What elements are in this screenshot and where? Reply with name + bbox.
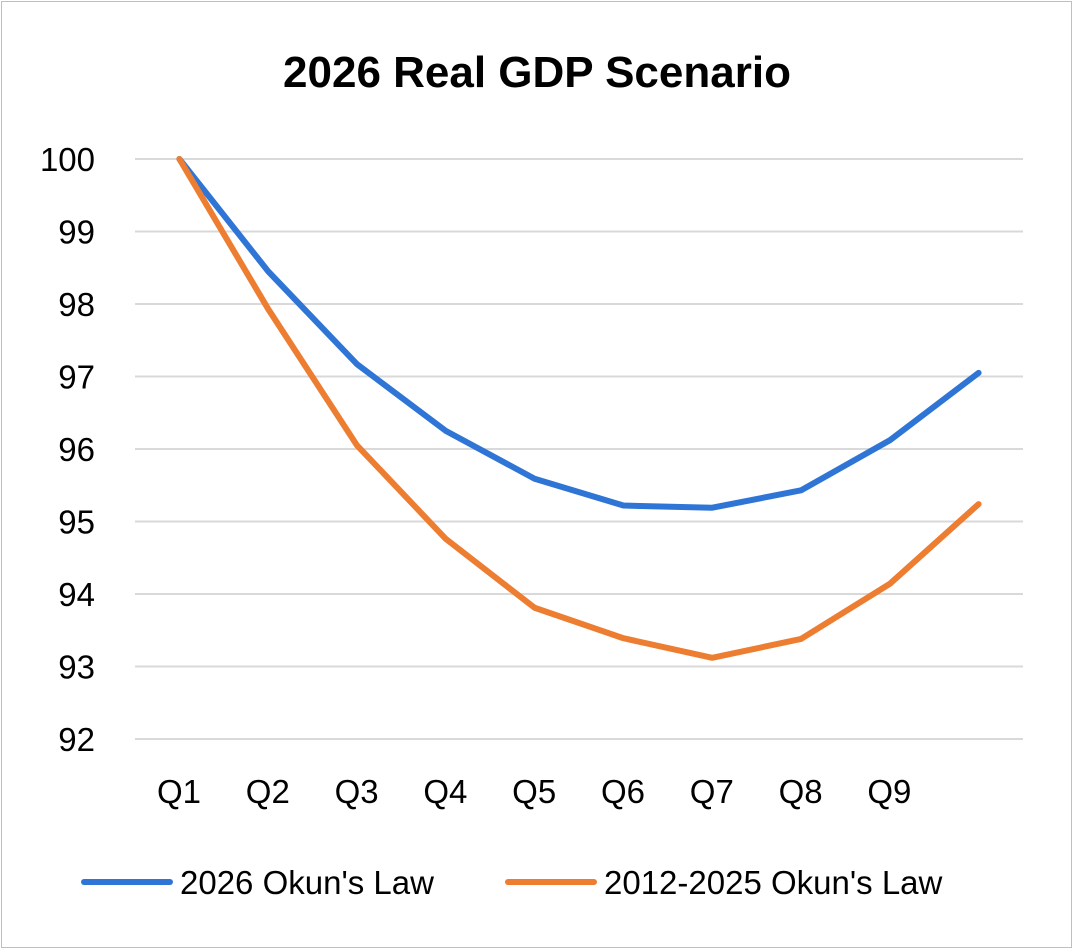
y-tick-label: 95	[58, 504, 95, 541]
x-tick-label: Q5	[512, 773, 556, 810]
legend: 2026 Okun's Law 2012-2025 Okun's Law	[81, 864, 943, 901]
y-tick-label: 98	[58, 286, 95, 323]
x-tick-label: Q1	[157, 773, 201, 810]
gridlines	[135, 158, 1023, 740]
x-tick-label: Q4	[423, 773, 467, 810]
x-tick-label: Q9	[867, 773, 911, 810]
x-tick-label: Q7	[690, 773, 734, 810]
y-axis-tick-labels: 92 93 94 95 96 97 98 99 100	[40, 141, 95, 758]
y-tick-label: 97	[58, 359, 95, 396]
x-axis-tick-labels: Q1 Q2 Q3 Q4 Q5 Q6 Q7 Q8 Q9	[157, 773, 911, 810]
x-tick-label: Q3	[335, 773, 379, 810]
y-tick-label: 94	[58, 576, 95, 613]
x-tick-label: Q6	[601, 773, 645, 810]
series-line-2	[176, 156, 982, 661]
legend-label-1: 2026 Okun's Law	[180, 864, 434, 901]
series-line-1	[176, 156, 982, 511]
y-tick-label: 93	[58, 649, 95, 686]
legend-label-2: 2012-2025 Okun's Law	[604, 864, 943, 901]
x-tick-label: Q2	[246, 773, 290, 810]
y-tick-label: 96	[58, 431, 95, 468]
y-tick-label: 92	[58, 721, 95, 758]
y-tick-label: 100	[40, 141, 95, 178]
series-lines	[176, 156, 982, 661]
y-tick-label: 99	[58, 214, 95, 251]
chart-title: 2026 Real GDP Scenario	[283, 48, 791, 97]
x-tick-label: Q8	[779, 773, 823, 810]
